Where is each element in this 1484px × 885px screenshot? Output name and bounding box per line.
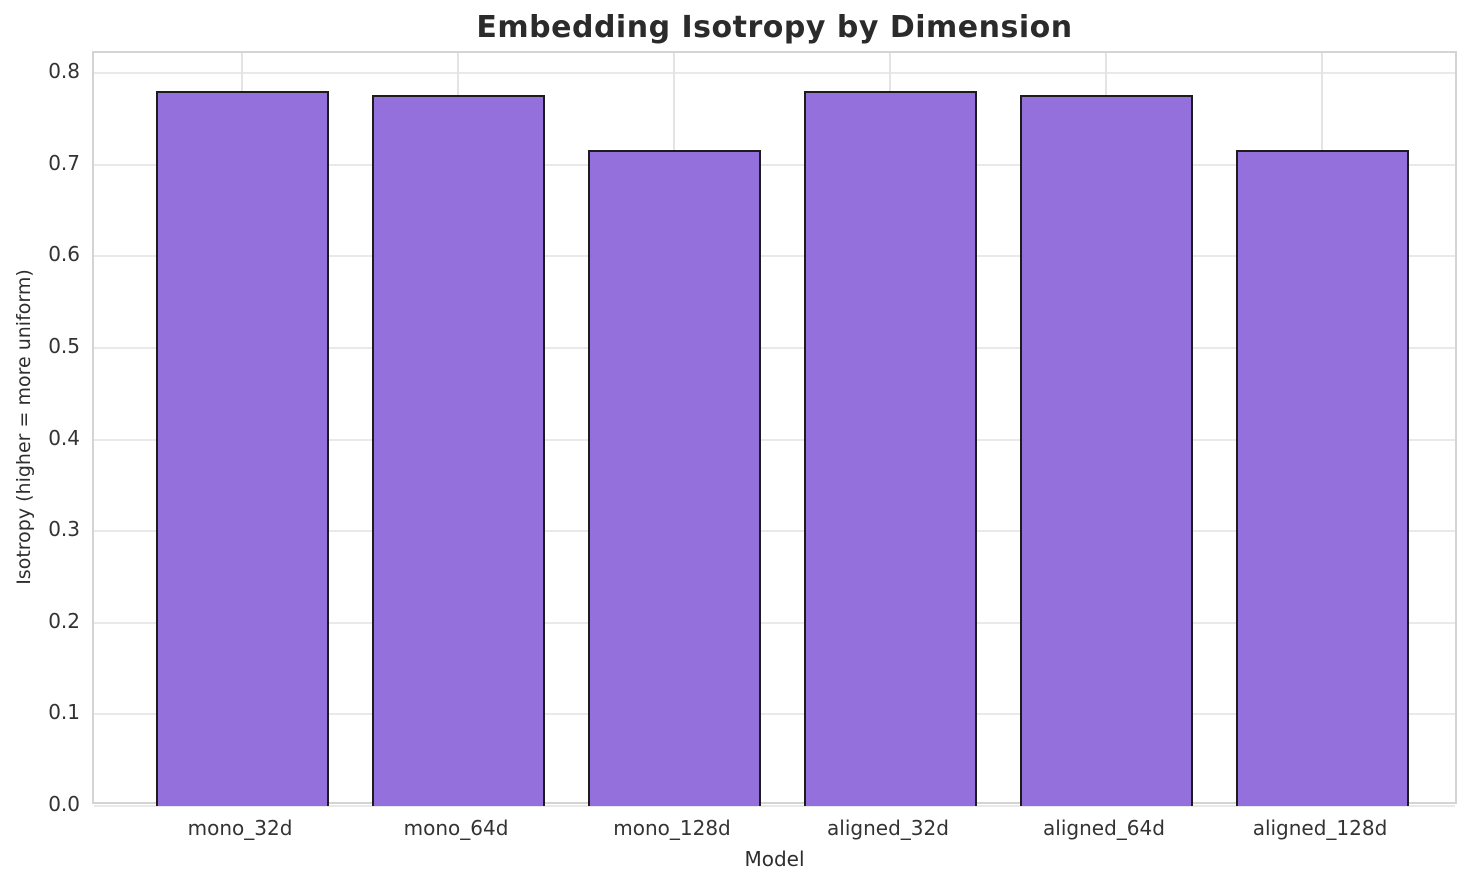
y-tick-label: 0.1	[48, 700, 80, 725]
bar-mono_64d	[371, 95, 545, 806]
y-tick-label: 0.6	[48, 242, 80, 267]
bar-aligned_32d	[803, 91, 977, 806]
gridline-h	[94, 255, 1455, 258]
x-tick-label-mono_64d: mono_64d	[403, 816, 509, 840]
y-tick-label: 0.8	[48, 59, 80, 84]
x-tick-label-aligned_32d: aligned_32d	[827, 816, 949, 840]
gridline-h	[94, 805, 1455, 807]
plot-area	[92, 51, 1457, 807]
gridline-h	[94, 346, 1455, 349]
gridline-h	[94, 530, 1455, 533]
x-tick-label-mono_128d: mono_128d	[613, 816, 731, 840]
gridline-h	[94, 713, 1455, 716]
x-tick-label-mono_32d: mono_32d	[187, 816, 293, 840]
bar-aligned_128d	[1235, 150, 1409, 806]
chart-title: Embedding Isotropy by Dimension	[476, 10, 1073, 45]
y-tick-label: 0.2	[48, 608, 80, 633]
gridline-h	[94, 438, 1455, 441]
y-tick-label: 0.7	[48, 150, 80, 175]
y-tick-label: 0.4	[48, 425, 80, 450]
x-tick-label-aligned_128d: aligned_128d	[1252, 816, 1388, 840]
x-tick-label-aligned_64d: aligned_64d	[1043, 816, 1165, 840]
y-tick-label: 0.5	[48, 333, 80, 358]
x-axis-label: Model	[744, 847, 805, 871]
bar-aligned_64d	[1019, 95, 1193, 806]
y-tick-label: 0.0	[48, 792, 80, 816]
bar-mono_128d	[587, 150, 761, 806]
gridline-h	[94, 163, 1455, 166]
y-tick-label: 0.3	[48, 517, 80, 542]
bar-mono_32d	[155, 91, 329, 806]
gridline-h	[94, 621, 1455, 624]
gridline-h	[94, 72, 1455, 75]
